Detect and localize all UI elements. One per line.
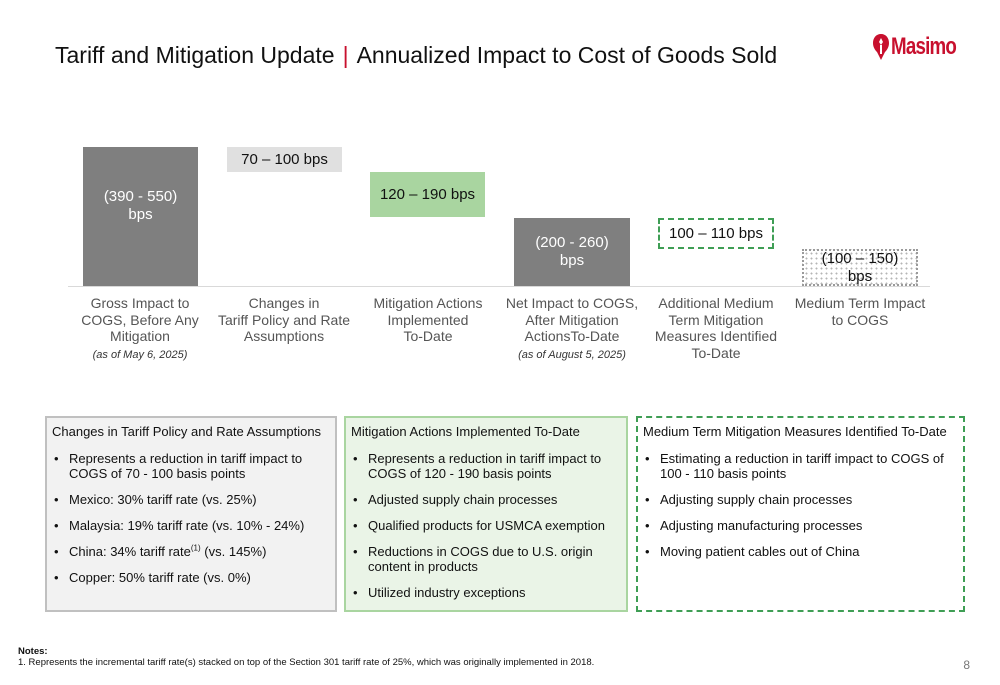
bullet-list: • Represents a reduction in tariff impact… bbox=[351, 451, 621, 600]
mitigation-actions-box: Mitigation Actions Implemented To-Date •… bbox=[344, 416, 628, 612]
page-number: 8 bbox=[963, 658, 970, 672]
category-label: Mitigation Actions Implemented To-Date bbox=[373, 295, 483, 344]
category-label: Changes in Tariff Policy and Rate Assump… bbox=[217, 295, 351, 344]
category-label: Gross Impact to COGS, Before Any Mitigat… bbox=[81, 295, 199, 344]
page-title: Tariff and Mitigation Update | Annualized … bbox=[55, 42, 777, 69]
logo-wordmark: Masimo bbox=[891, 33, 957, 60]
title-main: Tariff and Mitigation Update bbox=[55, 42, 335, 68]
notes-heading: Notes: bbox=[18, 646, 48, 657]
chart-baseline bbox=[68, 286, 930, 287]
list-item: • Estimating a reduction in tariff impact… bbox=[645, 451, 944, 481]
masimo-logo: Masimo bbox=[872, 30, 957, 64]
list-item: • Represents a reduction in tariff impact… bbox=[353, 451, 602, 481]
bar-gross-impact: (390 - 550) bps bbox=[83, 147, 198, 286]
bar-net-impact: (200 - 260) bps bbox=[514, 218, 630, 286]
list-item: • Malaysia: 19% tariff rate (vs. 10% - 24… bbox=[54, 518, 305, 533]
list-item: • Mexico: 30% tariff rate (vs. 25%) bbox=[54, 492, 257, 507]
list-item: • Adjusted supply chain processes bbox=[353, 492, 558, 507]
footnotes: Notes: 1. Represents the incremental tar… bbox=[18, 646, 594, 668]
title-separator: | bbox=[342, 42, 349, 68]
as-of-note: (as of August 5, 2025) bbox=[518, 349, 626, 361]
notes-text: 1. Represents the incremental tariff rat… bbox=[18, 657, 595, 668]
policy-changes-box: Changes in Tariff Policy and Rate Assump… bbox=[45, 416, 337, 612]
list-item: • Utilized industry exceptions bbox=[353, 585, 526, 600]
title-subtitle: Annualized Impact to Cost of Goods Sold bbox=[356, 42, 778, 68]
box-heading: Medium Term Mitigation Measures Identifi… bbox=[643, 424, 947, 439]
list-item: • Copper: 50% tariff rate (vs. 0%) bbox=[54, 570, 251, 585]
box-heading: Mitigation Actions Implemented To-Date bbox=[351, 424, 580, 439]
bullet-list: • Estimating a reduction in tariff impact… bbox=[643, 451, 958, 559]
masimo-logo-mark-icon bbox=[873, 34, 889, 60]
list-item: • Represents a reduction in tariff impact… bbox=[54, 451, 303, 481]
list-item: • Adjusting manufacturing processes bbox=[645, 518, 863, 533]
list-item: • Moving patient cables out of China bbox=[645, 544, 860, 559]
as-of-note: (as of May 6, 2025) bbox=[92, 349, 188, 361]
list-item: • Adjusting supply chain processes bbox=[645, 492, 853, 507]
list-item: • Qualified products for USMCA exemption bbox=[353, 518, 605, 533]
medium-term-measures-box: Medium Term Mitigation Measures Identifi… bbox=[636, 416, 965, 612]
bar-medium-term-measures: 100 – 110 bps bbox=[658, 218, 774, 249]
bar-medium-term-impact: (100 – 150) bps bbox=[802, 249, 918, 286]
bar-tariff-policy-changes: 70 – 100 bps bbox=[227, 147, 342, 172]
bullet-list: • Represents a reduction in tariff impact… bbox=[52, 451, 330, 585]
box-heading: Changes in Tariff Policy and Rate Assump… bbox=[52, 424, 322, 439]
footnote-marker: (1) bbox=[190, 543, 201, 553]
category-label: Net Impact to COGS, After Mitigation Act… bbox=[505, 295, 639, 344]
list-item: • China: 34% tariff rate(1) (vs. 145%) bbox=[54, 543, 267, 559]
bar-mitigation-actions: 120 – 190 bps bbox=[370, 172, 485, 217]
list-item: • Reductions in COGS due to U.S. origin c… bbox=[353, 544, 593, 574]
category-label: Medium Term Impact to COGS bbox=[794, 295, 926, 328]
category-label: Additional Medium Term Mitigation Measur… bbox=[654, 295, 778, 361]
